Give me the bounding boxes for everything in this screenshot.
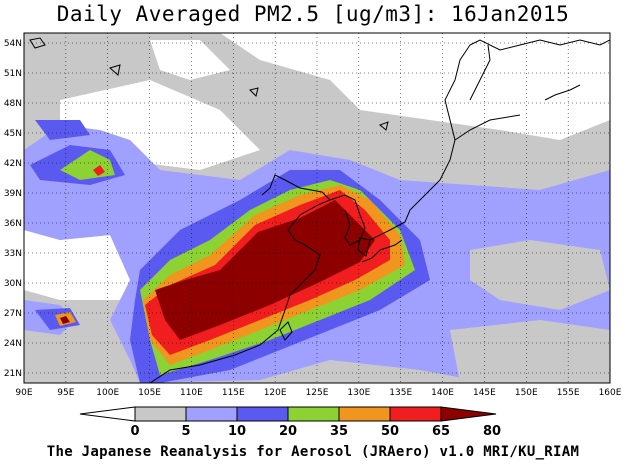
footer-credit: The Japanese Reanalysis for Aerosol (JRA… bbox=[46, 444, 580, 460]
map-title: Daily Averaged PM2.5 [ug/m3]: 16Jan2015 bbox=[56, 2, 570, 26]
lon-tick-label: 150E bbox=[515, 388, 538, 398]
colorbar-label: 20 bbox=[279, 424, 297, 439]
lat-tick-label: 21N bbox=[4, 369, 22, 379]
colorbar-label: 0 bbox=[130, 424, 139, 439]
lat-tick-label: 24N bbox=[4, 339, 22, 349]
lon-tick-label: 120E bbox=[264, 388, 287, 398]
lon-tick-label: 110E bbox=[180, 388, 203, 398]
lat-tick-label: 51N bbox=[4, 69, 22, 79]
colorbar-high-arrow bbox=[440, 406, 497, 422]
colorbar-label: 35 bbox=[330, 424, 348, 439]
colorbar-label: 5 bbox=[181, 424, 190, 439]
map-frame bbox=[23, 32, 611, 384]
lon-tick-label: 125E bbox=[306, 388, 329, 398]
lon-tick-label: 160E bbox=[599, 388, 622, 398]
colorbar: 0 5 10 20 35 50 65 80 bbox=[79, 406, 501, 439]
coastlines bbox=[29, 37, 610, 383]
lat-tick-labels: 21N 24N 27N 30N 33N 36N 39N 42N 45N 48N 51N 54N bbox=[4, 39, 22, 379]
lon-tick-label: 130E bbox=[347, 388, 370, 398]
lat-tick-label: 54N bbox=[4, 39, 22, 49]
lon-tick-label: 145E bbox=[473, 388, 496, 398]
colorbar-label: 80 bbox=[483, 424, 501, 439]
lon-tick-label: 90E bbox=[15, 388, 32, 398]
lat-tick-label: 48N bbox=[4, 99, 22, 109]
colorbar-bin bbox=[338, 406, 391, 422]
lat-tick-label: 30N bbox=[4, 279, 22, 289]
lon-tick-label: 135E bbox=[389, 388, 412, 398]
lon-tick-label: 105E bbox=[138, 388, 161, 398]
lat-tick-label: 27N bbox=[4, 309, 22, 319]
lat-tick-label: 39N bbox=[4, 189, 22, 199]
lon-tick-label: 100E bbox=[96, 388, 119, 398]
lon-tick-label: 115E bbox=[222, 388, 245, 398]
concentration-field bbox=[24, 33, 610, 383]
colorbar-label: 65 bbox=[432, 424, 450, 439]
lon-tick-label: 140E bbox=[431, 388, 454, 398]
lon-tick-label: 95E bbox=[57, 388, 74, 398]
colorbar-low-arrow bbox=[79, 406, 136, 422]
colorbar-bin bbox=[185, 406, 238, 422]
colorbar-bin bbox=[134, 406, 187, 422]
colorbar-label: 10 bbox=[228, 424, 246, 439]
lon-tick-label: 155E bbox=[557, 388, 580, 398]
colorbar-bin bbox=[236, 406, 289, 422]
lat-tick-label: 42N bbox=[4, 159, 22, 169]
colorbar-label: 50 bbox=[381, 424, 399, 439]
lat-tick-label: 33N bbox=[4, 249, 22, 259]
lat-tick-label: 36N bbox=[4, 219, 22, 229]
lon-tick-labels: 90E 95E 100E 105E 110E 115E 120E 125E 130E 135E 14… bbox=[15, 388, 621, 398]
lat-tick-label: 45N bbox=[4, 129, 22, 139]
colorbar-bin bbox=[287, 406, 340, 422]
graticule bbox=[24, 33, 610, 383]
colorbar-bin bbox=[389, 406, 442, 422]
